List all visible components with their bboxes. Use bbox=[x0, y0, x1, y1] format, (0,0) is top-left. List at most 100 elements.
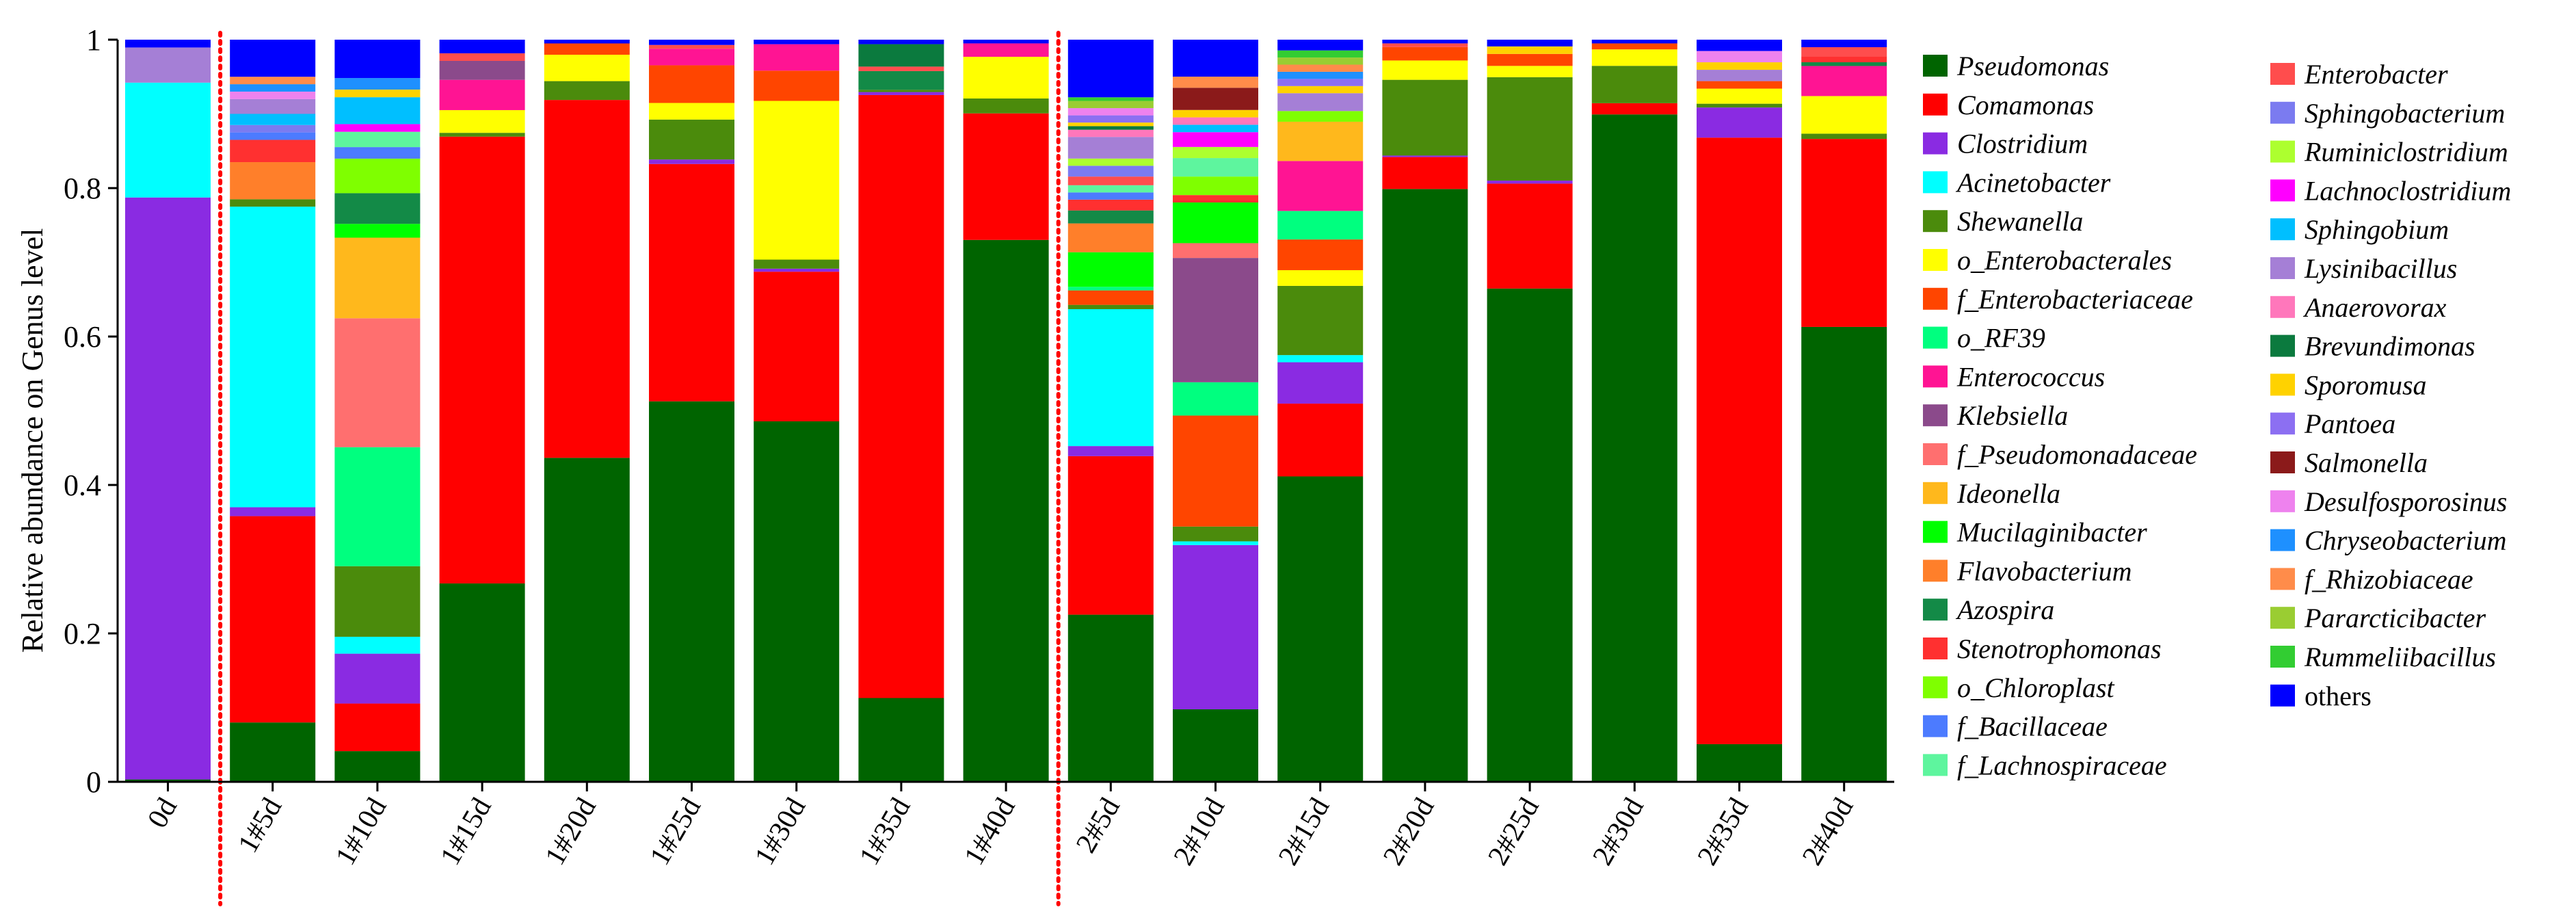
x-axis: 0d 1#5d 1#10d 1#15d 1#20d 1#25d 1#30d 1#35d 1#40… bbox=[118, 780, 1894, 871]
bar-segment bbox=[230, 124, 316, 133]
x-tick-label: 0d bbox=[142, 793, 183, 833]
bar-segment bbox=[1697, 88, 1782, 104]
bar-segment bbox=[230, 162, 316, 200]
bar-segment bbox=[649, 159, 734, 164]
legend-swatch bbox=[1923, 443, 1948, 465]
legend-label: Ruminiclostridium bbox=[2304, 137, 2508, 168]
bar-segment bbox=[1173, 382, 1258, 416]
x-tick-label: 1#10d bbox=[330, 793, 393, 871]
bar-segment bbox=[1067, 304, 1154, 309]
legend-swatch bbox=[2270, 451, 2295, 473]
bar-segment bbox=[125, 40, 211, 48]
legend-swatch bbox=[1923, 210, 1948, 233]
legend-label: Lachnoclostridium bbox=[2304, 175, 2511, 206]
bar-segment bbox=[439, 109, 525, 133]
bar-segment bbox=[544, 55, 630, 81]
legend-swatch bbox=[2270, 373, 2295, 396]
legend-swatch bbox=[2270, 140, 2295, 163]
bar-segment bbox=[544, 100, 630, 458]
bar-segment bbox=[1067, 223, 1154, 252]
legend-label: Ideonella bbox=[1956, 478, 2060, 509]
bar-segment bbox=[1067, 137, 1154, 159]
legend-swatch bbox=[1923, 404, 1948, 427]
bar-segment bbox=[1801, 47, 1887, 57]
bar-segment bbox=[1277, 355, 1364, 363]
legend-label: f_Pseudomonadaceae bbox=[1957, 439, 2197, 470]
x-tick-label: 1#25d bbox=[644, 793, 707, 871]
bar-segment bbox=[230, 114, 316, 125]
bar-segment bbox=[334, 97, 421, 124]
bar-segment bbox=[334, 124, 421, 132]
bar-segment bbox=[1487, 183, 1573, 289]
legend-label: o_Chloroplast bbox=[1957, 672, 2115, 703]
bar-segment bbox=[230, 516, 316, 723]
bar-segment bbox=[230, 722, 316, 782]
bar-segment bbox=[230, 199, 316, 207]
bar-segment bbox=[1277, 285, 1364, 356]
bar-segment bbox=[1382, 155, 1468, 157]
bar-segment bbox=[334, 193, 421, 224]
legend-label: Brevundimonas bbox=[2305, 331, 2475, 362]
bar-segment bbox=[1067, 126, 1154, 130]
bar-segment bbox=[1277, 50, 1364, 58]
bar-segment bbox=[439, 61, 525, 80]
x-tick-label: 1#40d bbox=[958, 793, 1021, 871]
bar-segment bbox=[334, 447, 421, 566]
bar-segment bbox=[1591, 49, 1677, 66]
legend-swatch bbox=[1923, 676, 1948, 698]
legend-swatch bbox=[2270, 646, 2295, 668]
bar-segment bbox=[1277, 57, 1364, 65]
bar-segment bbox=[230, 207, 316, 508]
bar-segment bbox=[1277, 476, 1364, 782]
legend-label: f_Enterobacteriaceae bbox=[1957, 284, 2193, 315]
bar-segment bbox=[1173, 124, 1258, 133]
bar-segment bbox=[1697, 107, 1782, 138]
bar-segment bbox=[439, 79, 525, 110]
bar-segment bbox=[1067, 446, 1154, 456]
bar-segment bbox=[1277, 93, 1364, 111]
bar-segment bbox=[858, 70, 944, 90]
x-tick-label: 2#25d bbox=[1482, 793, 1545, 871]
bar-segment bbox=[1487, 288, 1573, 782]
legend-swatch bbox=[2270, 529, 2295, 551]
legend-label: Sporomusa bbox=[2305, 369, 2427, 400]
bar-segment bbox=[1067, 185, 1154, 193]
bar-segment bbox=[334, 566, 421, 637]
legend-label: Clostridium bbox=[1957, 129, 2088, 159]
bar-segment bbox=[334, 653, 421, 704]
bar-segment bbox=[1382, 157, 1468, 189]
bar-segment bbox=[1067, 115, 1154, 123]
bar-segment bbox=[963, 98, 1049, 114]
bar-segment bbox=[754, 101, 840, 260]
legend-swatch bbox=[2270, 218, 2295, 241]
bar-segment bbox=[544, 43, 630, 55]
legend-label: f_Bacillaceae bbox=[1957, 711, 2108, 742]
bar-segment bbox=[1697, 62, 1782, 70]
bar-segment bbox=[1067, 252, 1154, 287]
x-tick-label: 2#5d bbox=[1070, 793, 1126, 858]
bar-segment bbox=[334, 158, 421, 194]
bar-segment bbox=[1697, 103, 1782, 108]
legend-label: Comamonas bbox=[1957, 90, 2094, 120]
bar-segment bbox=[1067, 97, 1154, 101]
bar-segment bbox=[649, 49, 734, 66]
bar-segment bbox=[1067, 101, 1154, 109]
bar-segment bbox=[1173, 77, 1258, 88]
bar-segment bbox=[334, 131, 421, 148]
bar-segment bbox=[1067, 40, 1154, 98]
x-tick-label: 2#35d bbox=[1692, 793, 1755, 871]
bar-segment bbox=[1801, 326, 1887, 782]
bar-segment bbox=[1067, 456, 1154, 615]
bar-segment bbox=[1173, 541, 1258, 545]
x-tick-label: 1#5d bbox=[233, 793, 289, 858]
legend-swatch bbox=[1923, 754, 1948, 776]
bar-segment bbox=[1382, 79, 1468, 156]
bar-segment bbox=[125, 779, 211, 782]
bar-segment bbox=[1277, 71, 1364, 79]
y-tick-label: 0 bbox=[86, 765, 101, 799]
bar-segment bbox=[439, 40, 525, 53]
bar-segment bbox=[230, 84, 316, 92]
bar-segment bbox=[754, 272, 840, 421]
bar-segment bbox=[1173, 40, 1258, 77]
bar-segment bbox=[963, 43, 1049, 57]
